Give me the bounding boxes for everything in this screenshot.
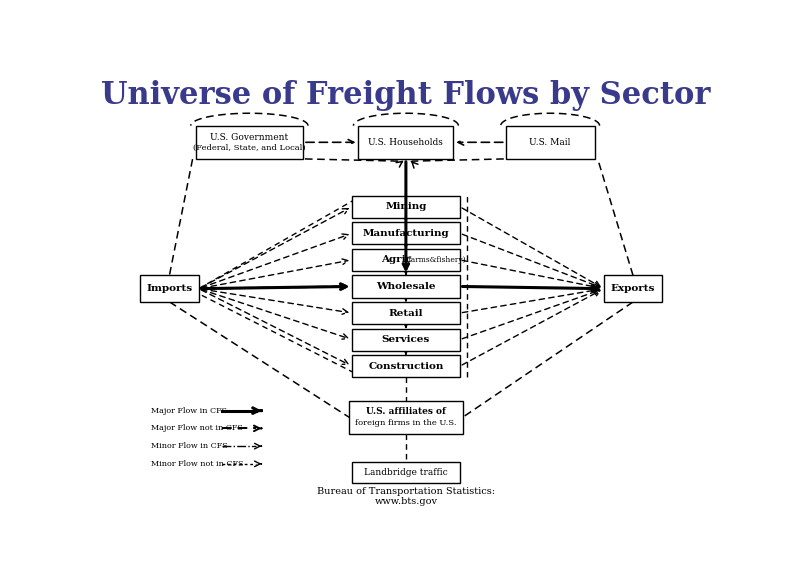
Text: foreign firms in the U.S.: foreign firms in the U.S. xyxy=(355,419,457,427)
Bar xyxy=(352,462,459,483)
Text: Retail: Retail xyxy=(389,309,423,317)
Bar xyxy=(196,126,303,159)
Text: Mining: Mining xyxy=(385,202,427,211)
Text: (Federal, State, and Local): (Federal, State, and Local) xyxy=(193,143,306,151)
Text: Bureau of Transportation Statistics:
www.bts.gov: Bureau of Transportation Statistics: www… xyxy=(317,487,495,506)
Text: Exports: Exports xyxy=(611,284,655,293)
Text: Major Flow not in CFS: Major Flow not in CFS xyxy=(151,425,243,433)
Text: Major Flow in CFS: Major Flow in CFS xyxy=(151,407,227,415)
Bar xyxy=(604,275,662,302)
Text: U.S. Mail: U.S. Mail xyxy=(530,138,571,147)
Text: Services: Services xyxy=(382,335,430,344)
Text: Wholesale: Wholesale xyxy=(376,282,436,291)
Bar xyxy=(352,302,459,324)
Text: Imports: Imports xyxy=(147,284,192,293)
Bar xyxy=(352,355,459,377)
Bar xyxy=(352,328,459,351)
Text: Construction: Construction xyxy=(368,362,444,371)
Text: (farms&fishery): (farms&fishery) xyxy=(405,256,466,264)
Text: Minor Flow not in CFS: Minor Flow not in CFS xyxy=(151,460,244,468)
Text: U.S. Government: U.S. Government xyxy=(210,134,288,142)
Bar xyxy=(358,126,454,159)
Text: Landbridge traffic: Landbridge traffic xyxy=(364,468,447,478)
Bar xyxy=(505,126,595,159)
Bar xyxy=(352,195,459,218)
Bar xyxy=(352,275,459,298)
Bar xyxy=(352,222,459,244)
Text: Agric: Agric xyxy=(381,255,412,264)
Text: Manufacturing: Manufacturing xyxy=(363,229,449,238)
Text: Minor Flow in CFS: Minor Flow in CFS xyxy=(151,442,228,450)
Text: Universe of Freight Flows by Sector: Universe of Freight Flows by Sector xyxy=(101,80,710,111)
Bar xyxy=(140,275,199,302)
Bar xyxy=(352,249,459,271)
Text: U.S. Households: U.S. Households xyxy=(368,138,444,147)
Bar xyxy=(349,401,463,434)
Text: U.S. affiliates of: U.S. affiliates of xyxy=(366,407,446,416)
